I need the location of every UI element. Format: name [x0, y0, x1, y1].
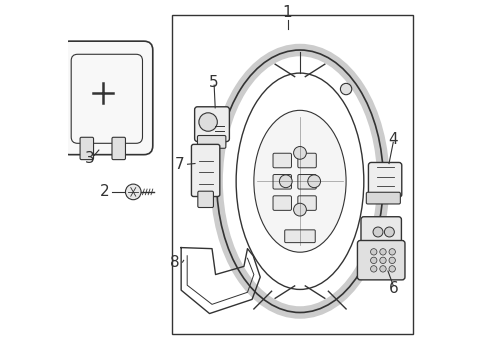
- Text: 7: 7: [175, 157, 185, 172]
- Circle shape: [370, 257, 377, 264]
- FancyBboxPatch shape: [298, 196, 316, 210]
- FancyBboxPatch shape: [273, 175, 292, 189]
- Circle shape: [380, 266, 386, 272]
- Text: 6: 6: [389, 281, 398, 296]
- Text: 4: 4: [389, 132, 398, 147]
- FancyBboxPatch shape: [273, 153, 292, 168]
- FancyBboxPatch shape: [367, 192, 400, 204]
- FancyBboxPatch shape: [361, 217, 401, 248]
- Circle shape: [294, 147, 306, 159]
- Circle shape: [341, 84, 352, 95]
- Bar: [172, 14, 414, 334]
- FancyBboxPatch shape: [273, 196, 292, 210]
- FancyBboxPatch shape: [298, 153, 316, 168]
- Circle shape: [389, 266, 395, 272]
- FancyBboxPatch shape: [195, 107, 229, 141]
- FancyBboxPatch shape: [80, 137, 94, 159]
- Text: 8: 8: [170, 255, 180, 270]
- Circle shape: [380, 249, 386, 255]
- Circle shape: [125, 184, 141, 200]
- Circle shape: [370, 249, 377, 255]
- FancyBboxPatch shape: [298, 175, 316, 189]
- FancyBboxPatch shape: [197, 135, 226, 148]
- Circle shape: [308, 175, 320, 188]
- FancyBboxPatch shape: [357, 240, 405, 280]
- Circle shape: [279, 175, 292, 188]
- Circle shape: [389, 257, 395, 264]
- Text: 3: 3: [85, 151, 95, 166]
- FancyBboxPatch shape: [112, 137, 125, 159]
- Circle shape: [384, 227, 394, 237]
- Circle shape: [380, 257, 386, 264]
- Ellipse shape: [254, 110, 346, 252]
- Circle shape: [373, 227, 383, 237]
- Text: 1: 1: [283, 5, 293, 20]
- FancyBboxPatch shape: [198, 191, 214, 207]
- Circle shape: [370, 266, 377, 272]
- Text: 2: 2: [100, 184, 109, 199]
- Text: 5: 5: [209, 75, 219, 90]
- Circle shape: [199, 113, 218, 131]
- Circle shape: [389, 249, 395, 255]
- FancyBboxPatch shape: [368, 162, 402, 197]
- Circle shape: [294, 203, 306, 216]
- FancyBboxPatch shape: [285, 230, 315, 243]
- FancyBboxPatch shape: [192, 144, 220, 197]
- FancyBboxPatch shape: [61, 41, 153, 155]
